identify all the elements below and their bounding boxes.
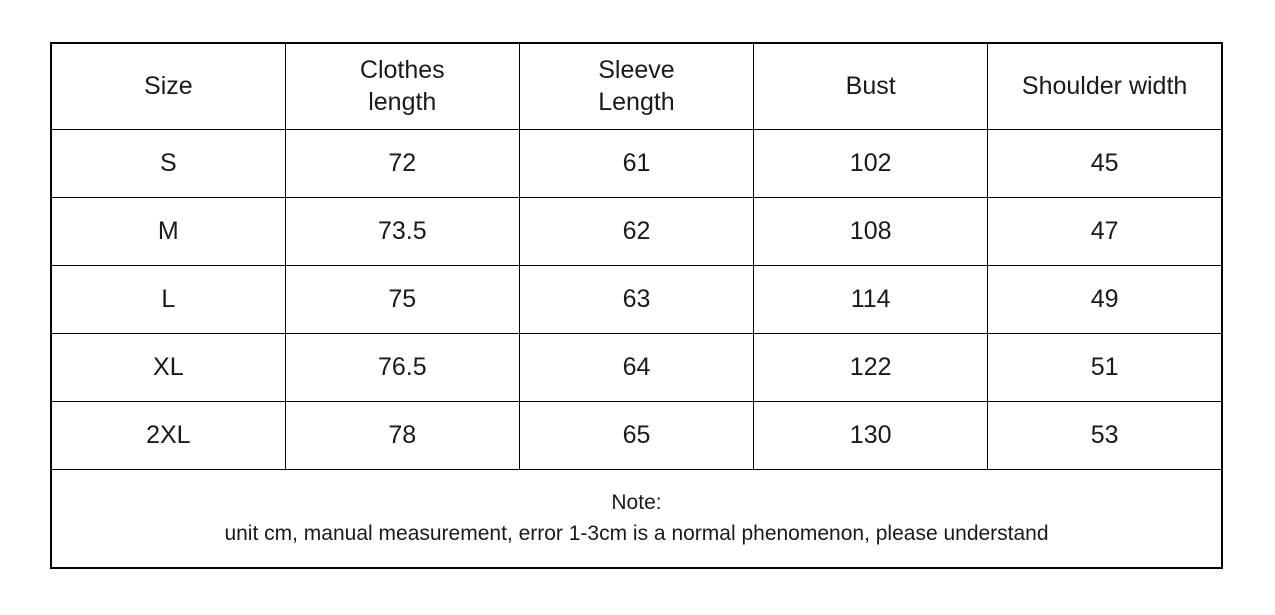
size-chart-table: Size Clothes length Sleeve Length Bust S… xyxy=(50,42,1223,569)
sleeve-length-cell: 62 xyxy=(518,196,755,266)
column-header-size: Size xyxy=(50,42,286,130)
sleeve-length-cell: 65 xyxy=(518,400,755,470)
column-header-sleeve-length: Sleeve Length xyxy=(518,42,755,130)
table-row-xl: XL 76.5 64 122 51 xyxy=(50,332,1223,402)
note-text: unit cm, manual measurement, error 1-3cm… xyxy=(224,522,1049,546)
clothes-length-cell: 76.5 xyxy=(284,332,520,402)
table-row-m: M 73.5 62 108 47 xyxy=(50,196,1223,266)
bust-cell: 102 xyxy=(753,128,989,198)
size-cell: S xyxy=(50,128,286,198)
bust-cell: 122 xyxy=(753,332,989,402)
table-row-l: L 75 63 114 49 xyxy=(50,264,1223,334)
column-header-clothes-length: Clothes length xyxy=(284,42,520,130)
bust-cell: 108 xyxy=(753,196,989,266)
shoulder-width-cell: 47 xyxy=(987,196,1223,266)
size-cell: XL xyxy=(50,332,286,402)
size-cell: 2XL xyxy=(50,400,286,470)
shoulder-width-cell: 51 xyxy=(987,332,1223,402)
note-title: Note: xyxy=(611,490,662,514)
size-cell: L xyxy=(50,264,286,334)
column-header-shoulder-width: Shoulder width xyxy=(987,42,1223,130)
shoulder-width-cell: 49 xyxy=(987,264,1223,334)
clothes-length-cell: 78 xyxy=(284,400,520,470)
table-row-s: S 72 61 102 45 xyxy=(50,128,1223,198)
shoulder-width-cell: 53 xyxy=(987,400,1223,470)
table-row-2xl: 2XL 78 65 130 53 xyxy=(50,400,1223,470)
clothes-length-cell: 75 xyxy=(284,264,520,334)
note-row: Note: unit cm, manual measurement, error… xyxy=(50,468,1223,569)
column-header-bust: Bust xyxy=(753,42,989,130)
sleeve-length-cell: 63 xyxy=(518,264,755,334)
bust-cell: 114 xyxy=(753,264,989,334)
clothes-length-cell: 73.5 xyxy=(284,196,520,266)
sleeve-length-cell: 64 xyxy=(518,332,755,402)
bust-cell: 130 xyxy=(753,400,989,470)
header-row: Size Clothes length Sleeve Length Bust S… xyxy=(50,42,1223,130)
clothes-length-cell: 72 xyxy=(284,128,520,198)
sleeve-length-cell: 61 xyxy=(518,128,755,198)
shoulder-width-cell: 45 xyxy=(987,128,1223,198)
size-cell: M xyxy=(50,196,286,266)
note-cell: Note: unit cm, manual measurement, error… xyxy=(50,468,1223,569)
